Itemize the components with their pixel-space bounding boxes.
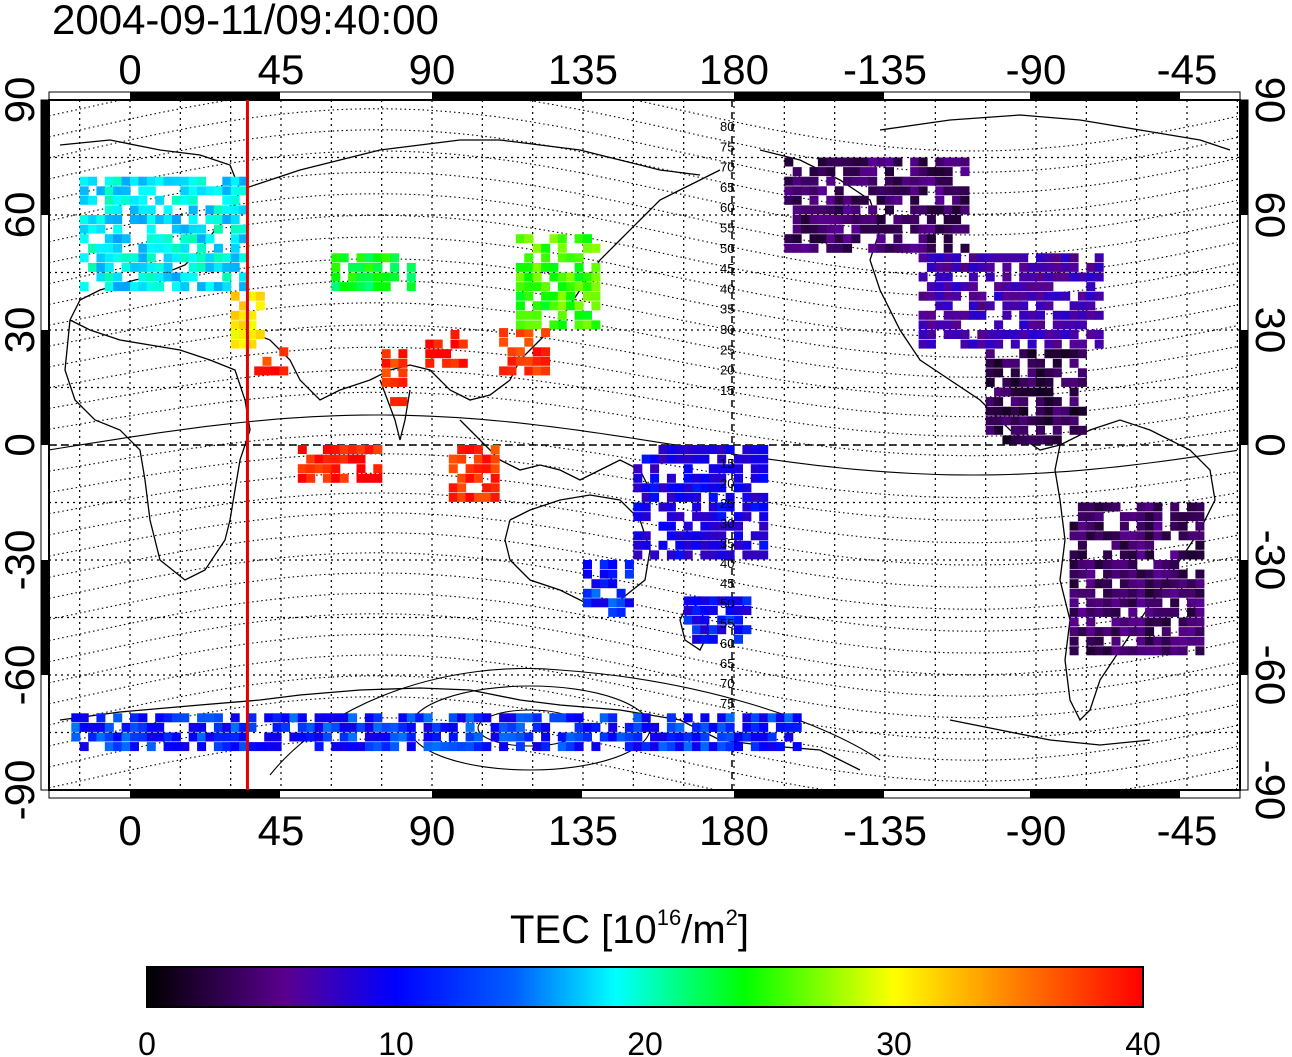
- contour-label: 30: [720, 322, 734, 337]
- colorbar-tick-label: 30: [876, 1026, 912, 1057]
- contour-label: 65: [720, 180, 734, 195]
- lon-tick-label: -90: [1006, 46, 1067, 93]
- contour-label: 50: [720, 241, 734, 256]
- tec-region: [254, 347, 289, 376]
- tec-region: [79, 176, 249, 292]
- contour-label: 20: [720, 476, 734, 491]
- lat-tick-label: 60: [1247, 192, 1292, 239]
- lat-tick-label: -90: [0, 760, 43, 821]
- lat-tick-label: 90: [0, 77, 43, 124]
- lon-tick-label: -135: [843, 46, 927, 93]
- colorbar-ticks: 0 10 20 30 40: [138, 1026, 1161, 1057]
- lon-tick-label: 45: [258, 46, 305, 93]
- tec-region: [784, 157, 970, 253]
- colorbar-tick-label: 20: [627, 1026, 663, 1057]
- colorbar-title-suffix: ]: [737, 908, 750, 952]
- lat-tick-label: 30: [1247, 307, 1292, 354]
- lat-tick-label: 60: [0, 192, 43, 239]
- contour-label: 40: [720, 556, 734, 571]
- contour-label: 55: [720, 221, 734, 236]
- colorbar-tick-label: 10: [378, 1026, 414, 1057]
- contour-label: 30: [720, 516, 734, 531]
- contour-label: 45: [720, 261, 734, 276]
- contour-label: 45: [720, 576, 734, 591]
- contour-label: 50: [720, 596, 734, 611]
- tec-region: [331, 253, 416, 292]
- bottom-longitude-labels: 0 45 90 135 180 -135 -90 -45: [118, 807, 1217, 854]
- tec-region: [1069, 502, 1205, 656]
- contour-label: 35: [720, 536, 734, 551]
- tec-region: [230, 291, 265, 349]
- colorbar-title-mid: /m: [681, 908, 726, 952]
- contour-label: 60: [720, 636, 734, 651]
- tec-region: [985, 349, 1087, 445]
- tec-region: [297, 445, 383, 483]
- lon-tick-label: 180: [699, 807, 769, 854]
- lon-tick-label: 180: [699, 46, 769, 93]
- lon-tick-label: 0: [118, 807, 141, 854]
- top-longitude-labels: 0 45 90 135 180 -135 -90 -45: [118, 46, 1217, 93]
- lon-tick-label: -45: [1157, 807, 1218, 854]
- lat-tick-label: -30: [0, 530, 43, 591]
- contour-label: 75: [720, 696, 734, 711]
- colorbar-title-exp2: 2: [725, 904, 738, 930]
- tec-region: [425, 330, 468, 368]
- colorbar-tick-label: 40: [1125, 1026, 1161, 1057]
- left-latitude-labels: 90 60 30 0 -30 -60 -90: [0, 77, 43, 821]
- lat-tick-label: 90: [1247, 77, 1292, 124]
- contour-label: 15: [720, 456, 734, 471]
- tec-region: [633, 445, 769, 560]
- contour-label: 65: [720, 656, 734, 671]
- lon-tick-label: -135: [843, 807, 927, 854]
- contour-label: 75: [720, 139, 734, 154]
- contour-label: 35: [720, 302, 734, 317]
- lon-tick-label: 90: [409, 46, 456, 93]
- tec-region: [381, 349, 408, 407]
- contour-label: 70: [720, 160, 734, 175]
- lat-tick-label: -60: [1247, 645, 1292, 706]
- tec-region: [499, 328, 551, 376]
- lat-tick-label: 30: [0, 307, 43, 354]
- contour-label: 70: [720, 676, 734, 691]
- lon-tick-label: 45: [258, 807, 305, 854]
- colorbar-tick-label: 0: [138, 1026, 156, 1057]
- contour-label: 60: [720, 200, 734, 215]
- contour-label: 25: [720, 342, 734, 357]
- tec-data: [71, 157, 1205, 752]
- tec-region: [683, 596, 752, 644]
- lon-tick-label: 90: [409, 807, 456, 854]
- lon-tick-label: -45: [1157, 46, 1218, 93]
- contour-labels: 80 75 70 65 60 55 50 45 40 35 30 25 20 15 15 20 25 30 35 40…: [720, 119, 734, 711]
- tec-region: [515, 234, 601, 330]
- tec-region: [583, 560, 634, 617]
- tec-region: [448, 445, 500, 502]
- lat-tick-label: -60: [0, 645, 43, 706]
- contour-label: 55: [720, 616, 734, 631]
- contour-label: 20: [720, 363, 734, 378]
- lon-tick-label: -90: [1006, 807, 1067, 854]
- lat-tick-label: 0: [1247, 433, 1292, 456]
- lon-tick-label: 135: [548, 46, 618, 93]
- contour-label: 25: [720, 496, 734, 511]
- contour-label: 80: [720, 119, 734, 134]
- colorbar-title-prefix: TEC [10: [510, 908, 657, 952]
- tec-region: [918, 253, 1104, 349]
- map-timestamp: 2004-09-11/09:40:00: [52, 0, 439, 43]
- colorbar: [146, 966, 1144, 1008]
- contour-label: 15: [720, 383, 734, 398]
- lat-tick-label: -90: [1247, 760, 1292, 821]
- colorbar-title-exp1: 16: [656, 904, 682, 930]
- lat-tick-label: -30: [1247, 530, 1292, 591]
- tec-region: [71, 713, 802, 752]
- lat-tick-label: 0: [0, 433, 43, 456]
- lon-tick-label: 0: [118, 46, 141, 93]
- lon-tick-label: 135: [548, 807, 618, 854]
- colorbar-title: TEC [1016/m2]: [510, 904, 750, 953]
- right-latitude-labels: 90 60 30 0 -30 -60 -90: [1247, 77, 1292, 821]
- contour-label: 40: [720, 281, 734, 296]
